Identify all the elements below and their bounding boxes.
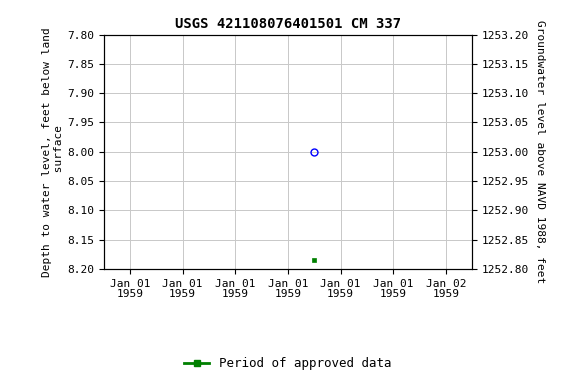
Title: USGS 421108076401501 CM 337: USGS 421108076401501 CM 337 bbox=[175, 17, 401, 31]
Y-axis label: Depth to water level, feet below land
 surface: Depth to water level, feet below land su… bbox=[42, 27, 64, 276]
Y-axis label: Groundwater level above NAVD 1988, feet: Groundwater level above NAVD 1988, feet bbox=[535, 20, 545, 283]
Legend: Period of approved data: Period of approved data bbox=[179, 352, 397, 375]
